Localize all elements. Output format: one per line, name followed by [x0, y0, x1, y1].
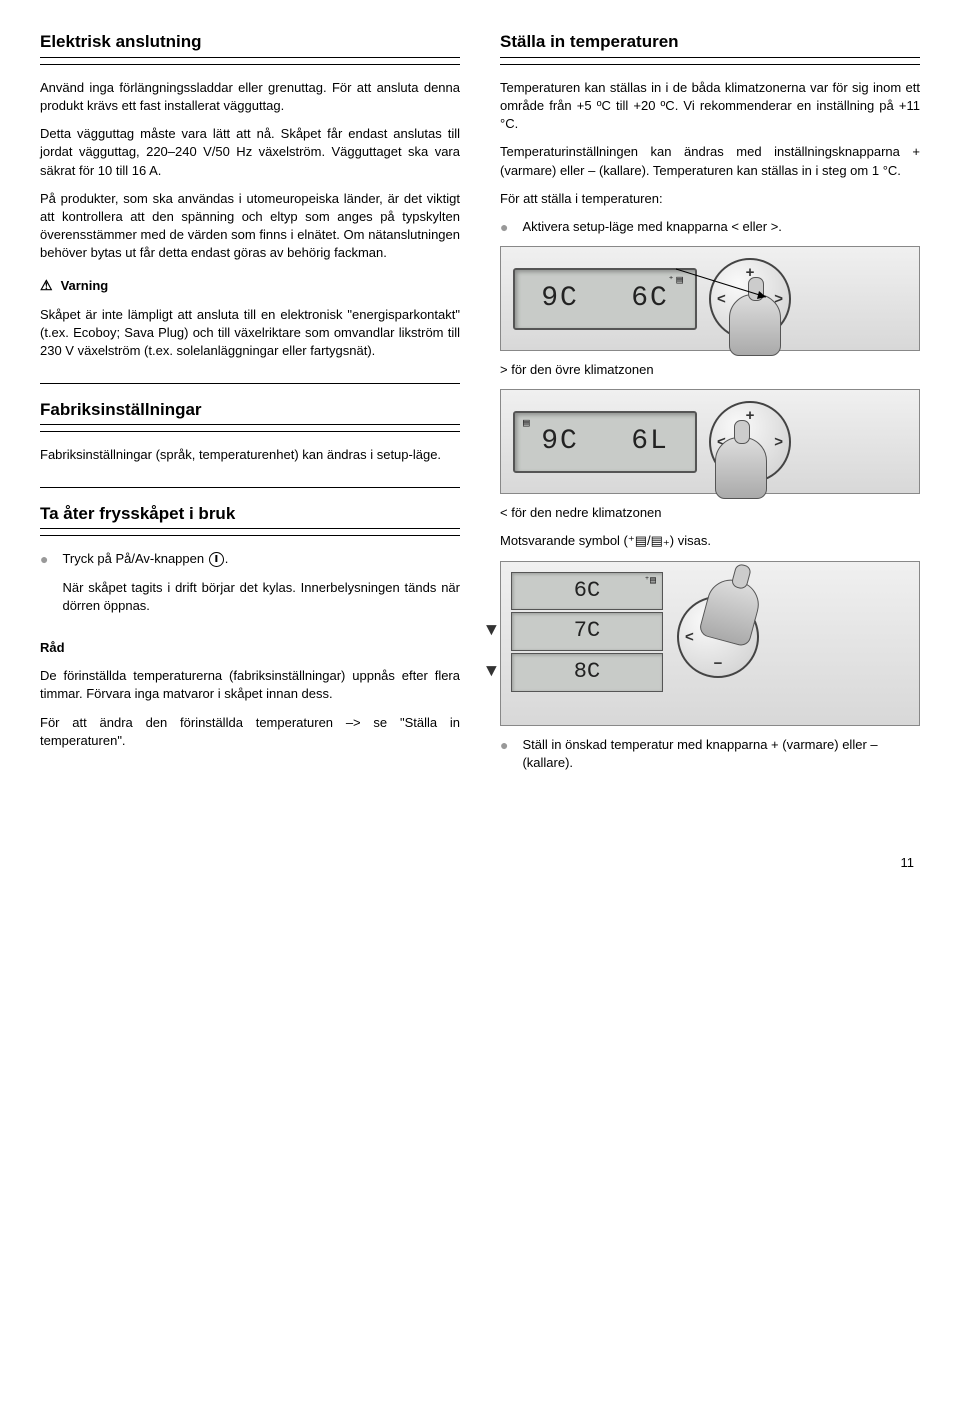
dial-right: >	[774, 431, 783, 452]
figure-2: ▤ 9C 6L + < >	[500, 389, 920, 494]
hand-icon	[698, 574, 764, 647]
warning-heading: ⚠ Varning	[40, 276, 460, 296]
zone-icon: ▤	[523, 417, 532, 432]
bullet-text: Ställ in önskad temperatur med knapparna…	[522, 736, 920, 772]
dial-minus: −	[714, 653, 723, 674]
fig-display: ⁺▤ 9C 6C	[513, 268, 697, 330]
bullet-dot: ●	[500, 218, 508, 236]
bullet-item: ● Tryck på På/Av-knappen . När skåpet ta…	[40, 550, 460, 625]
warning-text: Skåpet är inte lämpligt att ansluta till…	[40, 306, 460, 361]
rad-heading: Råd	[40, 639, 460, 657]
arrow-down-icon: ▼	[486, 660, 497, 685]
dial-left: <	[685, 626, 694, 647]
para: De förinställda temperaturerna (fabriksi…	[40, 667, 460, 703]
figure-3: ⁺▤ 6C ▼ 7C ▼ 8C + −	[500, 561, 920, 726]
zone-icon: ⁺▤	[644, 575, 656, 589]
section-temperatur: Ställa in temperaturen Temperaturen kan …	[500, 30, 920, 772]
para: När skåpet tagits i drift börjar det kyl…	[62, 579, 460, 615]
hand-icon	[715, 437, 767, 499]
bullet-text: Tryck på På/Av-knappen . När skåpet tagi…	[62, 550, 460, 625]
fig1-caption: > för den övre klimatzonen	[500, 361, 920, 379]
bullet-dot: ●	[500, 736, 508, 772]
divider	[40, 535, 460, 536]
bullet-dot: ●	[40, 550, 48, 625]
section-fabrik: Fabriksinställningar Fabriksinställninga…	[40, 398, 460, 465]
bullet-item: ● Ställ in önskad temperatur med knappar…	[500, 736, 920, 772]
section-ibruk: Ta åter frysskåpet i bruk ● Tryck på På/…	[40, 502, 460, 750]
dial: + < >	[709, 401, 791, 483]
divider	[40, 64, 460, 65]
para: För att ändra den förinställda temperatu…	[40, 714, 460, 750]
section-elektrisk: Elektrisk anslutning Använd inga förläng…	[40, 30, 460, 361]
dial: + − <	[677, 596, 759, 678]
divider	[500, 64, 920, 65]
heading-ibruk: Ta åter frysskåpet i bruk	[40, 502, 460, 530]
fig3-row: ⁺▤ 6C	[511, 572, 663, 611]
heading-elektrisk: Elektrisk anslutning	[40, 30, 460, 58]
divider	[40, 383, 460, 384]
divider	[40, 431, 460, 432]
para: För att ställa i temperaturen:	[500, 190, 920, 208]
fig-display: ▤ 9C 6L	[513, 411, 697, 473]
dial-left: <	[717, 288, 726, 309]
para: Använd inga förlängningssladdar eller gr…	[40, 79, 460, 115]
fig3-row: ▼ 7C	[511, 612, 663, 651]
heading-fabrik: Fabriksinställningar	[40, 398, 460, 426]
bullet-item: ● Aktivera setup-läge med knapparna < el…	[500, 218, 920, 236]
heading-temperatur: Ställa in temperaturen	[500, 30, 920, 58]
fig2-d2: 6L	[631, 422, 669, 461]
para: Temperaturen kan ställas in i de båda kl…	[500, 79, 920, 134]
para: Detta vägguttag måste vara lätt att nå. …	[40, 125, 460, 180]
para: Motsvarande symbol (⁺▤/▤₊) visas.	[500, 532, 920, 550]
divider	[40, 487, 460, 488]
figure-1: ⁺▤ 9C 6C + < >	[500, 246, 920, 351]
fig1-d1: 9C	[541, 279, 579, 318]
para: Temperaturinställningen kan ändras med i…	[500, 143, 920, 179]
fig3-row: ▼ 8C	[511, 653, 663, 692]
zone-icon: ⁺▤	[668, 274, 685, 289]
power-icon	[209, 552, 224, 567]
dial: + < >	[709, 258, 791, 340]
page-number: 11	[40, 854, 920, 872]
warning-icon: ⚠	[40, 276, 53, 296]
fig1-d2: 6C	[631, 279, 669, 318]
hand-icon	[729, 294, 781, 356]
fig2-caption: < för den nedre klimatzonen	[500, 504, 920, 522]
para: På produkter, som ska användas i utomeur…	[40, 190, 460, 263]
bullet-text: Aktivera setup-läge med knapparna < elle…	[522, 218, 920, 236]
fig2-d1: 9C	[541, 422, 579, 461]
arrow-down-icon: ▼	[486, 619, 497, 644]
fig3-stack: ⁺▤ 6C ▼ 7C ▼ 8C	[511, 572, 663, 692]
warning-label: Varning	[61, 277, 109, 295]
para: Fabriksinställningar (språk, temperature…	[40, 446, 460, 464]
